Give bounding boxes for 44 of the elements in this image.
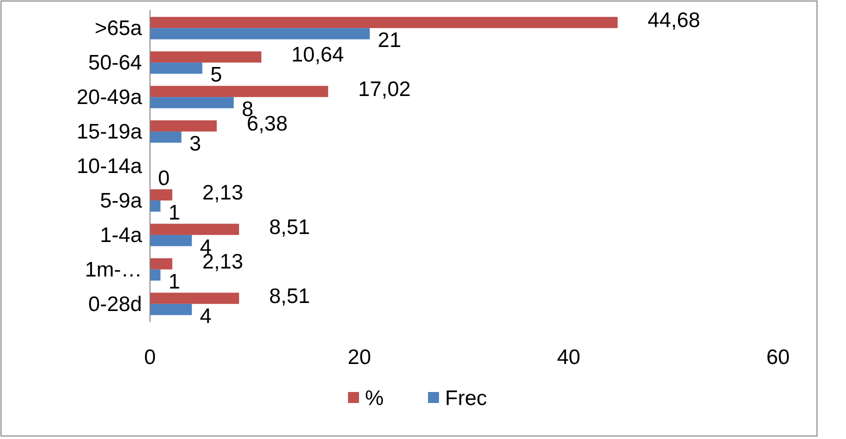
y-tick-label: 0-28d <box>88 292 142 316</box>
data-label: 1 <box>168 202 180 225</box>
data-label: 0 <box>158 167 170 190</box>
bar <box>150 224 240 235</box>
data-label: 8,51 <box>269 284 310 308</box>
bar <box>150 200 160 212</box>
y-tick-label: 20-49a <box>76 86 142 110</box>
bar <box>150 97 234 108</box>
data-label: 3 <box>189 132 202 156</box>
data-label: 17,02 <box>358 78 411 101</box>
x-tick-label: 0 <box>144 346 156 369</box>
x-tick-label: 60 <box>766 346 790 369</box>
data-label: 21 <box>378 29 402 52</box>
bar <box>150 120 217 132</box>
y-tick-label: 1-4a <box>100 224 142 247</box>
y-tick-label: 10-14a <box>76 155 142 178</box>
bar <box>150 258 172 270</box>
y-tick-label: 15-19a <box>76 120 142 144</box>
y-tick-label: 5-9a <box>100 189 142 212</box>
bar <box>150 189 172 200</box>
x-tick-label: 40 <box>556 346 580 369</box>
legend-label: Frec <box>445 387 487 410</box>
bar <box>150 269 160 281</box>
data-label: 4 <box>200 304 212 328</box>
bar <box>150 28 370 40</box>
data-label: 5 <box>210 64 222 87</box>
bar <box>150 304 192 316</box>
y-tick-label: 50-64 <box>88 52 142 75</box>
legend-label: % <box>365 387 384 410</box>
bar <box>150 132 182 143</box>
x-tick-label: 20 <box>348 346 372 369</box>
bar <box>150 292 240 304</box>
y-tick-label: >65a <box>94 17 142 40</box>
bar <box>150 16 618 28</box>
bar <box>150 234 192 246</box>
data-label: 8,51 <box>269 216 310 239</box>
bar <box>150 86 328 98</box>
data-label: 2,13 <box>202 181 244 204</box>
bar <box>150 51 262 63</box>
bar <box>150 62 202 74</box>
data-label: 10,64 <box>291 43 344 66</box>
data-label: 44,68 <box>648 8 700 32</box>
data-label: 1 <box>168 270 180 294</box>
y-tick-label: 1m-… <box>84 258 142 282</box>
